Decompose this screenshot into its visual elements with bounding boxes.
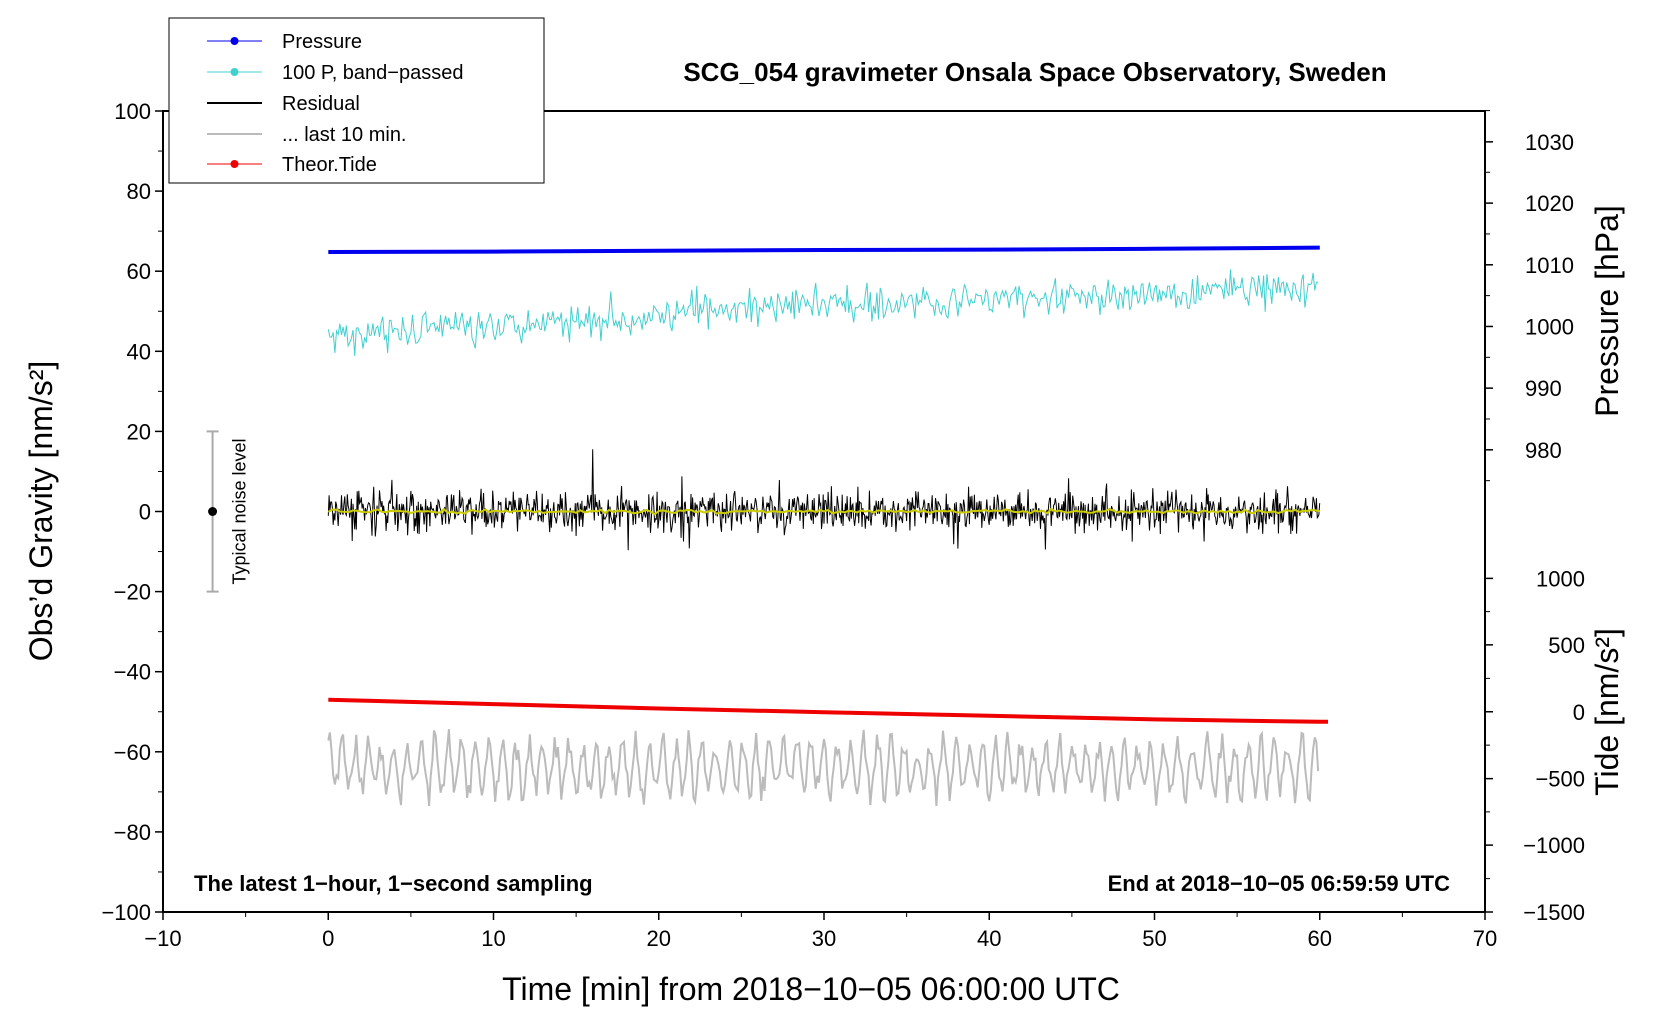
x-tick-label: 40 [977,926,1001,951]
noise-indicator: Typical noise level [206,430,250,593]
pressure-tick-label: 1010 [1525,253,1574,278]
y-tick-label: 100 [114,99,151,124]
y-tick-label: 20 [127,419,151,444]
pressure-tick-label: 1030 [1525,130,1574,155]
y-tick-label: 60 [127,259,151,284]
x-tick-label: 10 [481,926,505,951]
tide-tick-label: −1000 [1523,833,1585,858]
legend-theor-tide: Theor.Tide [282,154,377,176]
pressure-tick-label: 980 [1525,438,1562,463]
tide-tick-label: 500 [1548,633,1585,658]
tide-tick-label: 0 [1573,700,1585,725]
y-axis-label-tide: Tide [nm/s²] [1589,628,1625,796]
legend: Pressure 100 P, band−passed Residual ...… [168,17,545,184]
y-tick-label: −60 [114,740,151,765]
series-tide-line [328,697,1328,724]
pressure-tick-label: 1000 [1525,314,1574,339]
x-tick-label: 0 [322,926,334,951]
y-tick-label: 80 [127,179,151,204]
pressure-tick-label: 1020 [1525,191,1574,216]
series-layer [327,245,1328,806]
tide-tick-label: −1500 [1523,900,1585,925]
legend-bandpassed: 100 P, band−passed [282,62,463,84]
chart-title: SCG_054 gravimeter Onsala Space Observat… [683,57,1386,87]
y-tick-label: −20 [114,580,151,605]
y-tick-label: 0 [139,500,151,525]
ticks-layer: −10 0 10 20 30 40 50 60 70100806040200−20−40−60−… [101,99,1585,951]
noise-center-dot [208,507,218,516]
residual-noise-layer [327,449,1321,551]
annotation-end-time: End at 2018−10−05 06:59:59 UTC [1108,871,1451,896]
noise-level-label: Typical noise level [230,438,250,584]
x-tick-label: 20 [647,926,671,951]
legend-key-tide-marker [230,160,239,168]
y-axis-label-left: Obs’d Gravity [nm/s²] [23,361,59,662]
legend-residual: Residual [282,93,360,115]
tide-tick-label: −500 [1535,767,1585,792]
x-tick-label: −10 [144,926,181,951]
x-axis-label: Time [min] from 2018−10−05 06:00:00 UTC [502,971,1120,1007]
series-bandpassed-line [327,269,1319,356]
x-tick-label: 50 [1142,926,1166,951]
annotation-sampling: The latest 1−hour, 1−second sampling [194,871,593,896]
x-tick-label: 70 [1473,926,1497,951]
y-tick-label: −100 [101,900,151,925]
series-residual-smoothed-line [327,507,1320,516]
tide-tick-label: 1000 [1536,566,1585,591]
legend-keys [207,37,262,168]
pressure-tick-label: 990 [1525,376,1562,401]
legend-key-bandpassed-marker [230,68,239,76]
y-tick-label: −80 [114,820,151,845]
legend-last-10-min: ... last 10 min. [282,124,407,146]
y-tick-label: 40 [127,339,151,364]
y-axis-label-pressure: Pressure [hPa] [1589,205,1625,417]
series-residual-line [327,449,1321,551]
x-tick-label: 60 [1308,926,1332,951]
y-tick-label: −40 [114,660,151,685]
series-pressure-line [328,245,1320,254]
legend-key-pressure-marker [230,37,239,45]
legend-pressure: Pressure [282,31,362,53]
series-last-10-min-line [327,729,1320,806]
legend-box [168,17,545,184]
x-tick-label: 30 [812,926,836,951]
